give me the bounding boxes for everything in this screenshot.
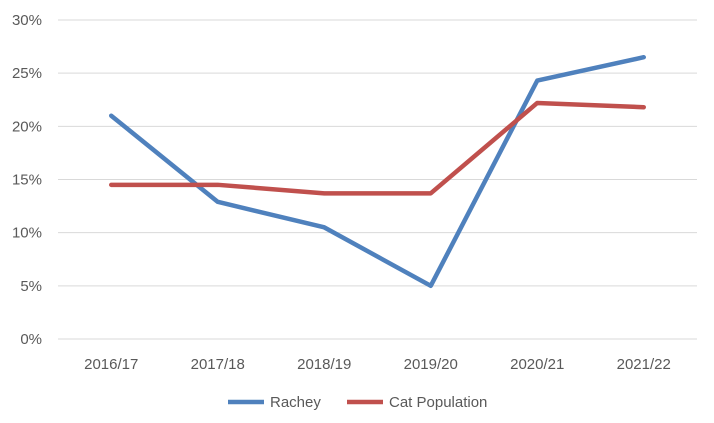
series-layer	[109, 54, 646, 289]
grid-layer	[58, 19, 697, 340]
x-tick-label: 2017/18	[191, 356, 245, 373]
x-tick-label: 2021/22	[617, 356, 671, 373]
legend-item: Rachey	[228, 394, 321, 411]
legend-label: Rachey	[270, 394, 321, 411]
legend: Rachey Cat Population	[228, 394, 487, 411]
y-axis-tick-labels: 0% 5% 10% 15% 20% 25% 30%	[12, 12, 42, 348]
y-tick-label: 25%	[12, 65, 42, 82]
y-tick-label: 0%	[20, 331, 42, 348]
legend-item: Cat Population	[347, 394, 487, 411]
x-tick-label: 2016/17	[84, 356, 138, 373]
legend-label: Cat Population	[389, 394, 487, 411]
y-tick-label: 15%	[12, 172, 42, 189]
y-tick-label: 30%	[12, 12, 42, 29]
x-tick-label: 2019/20	[404, 356, 458, 373]
x-tick-label: 2018/19	[297, 356, 351, 373]
series-line-cat-population	[109, 100, 646, 196]
x-tick-label: 2020/21	[510, 356, 564, 373]
y-tick-label: 5%	[20, 278, 42, 295]
series-line-rachey	[109, 54, 646, 289]
y-tick-label: 10%	[12, 225, 42, 242]
y-tick-label: 20%	[12, 118, 42, 135]
x-axis-tick-labels: 2016/17 2017/18 2018/19 2019/20 2020/21 2021/…	[84, 356, 671, 373]
